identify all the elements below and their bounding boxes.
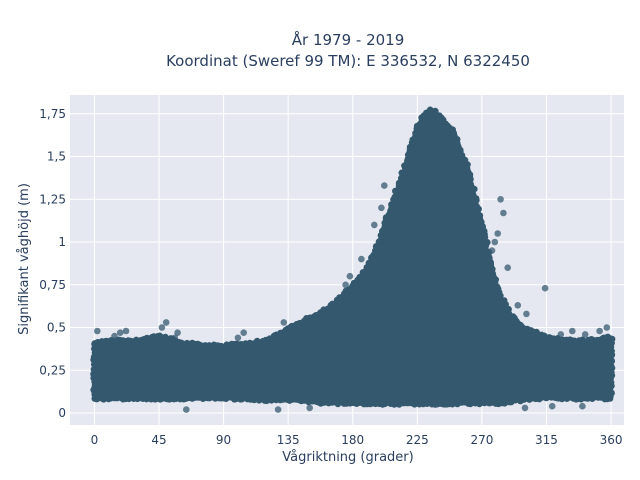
data-points [90, 106, 616, 413]
